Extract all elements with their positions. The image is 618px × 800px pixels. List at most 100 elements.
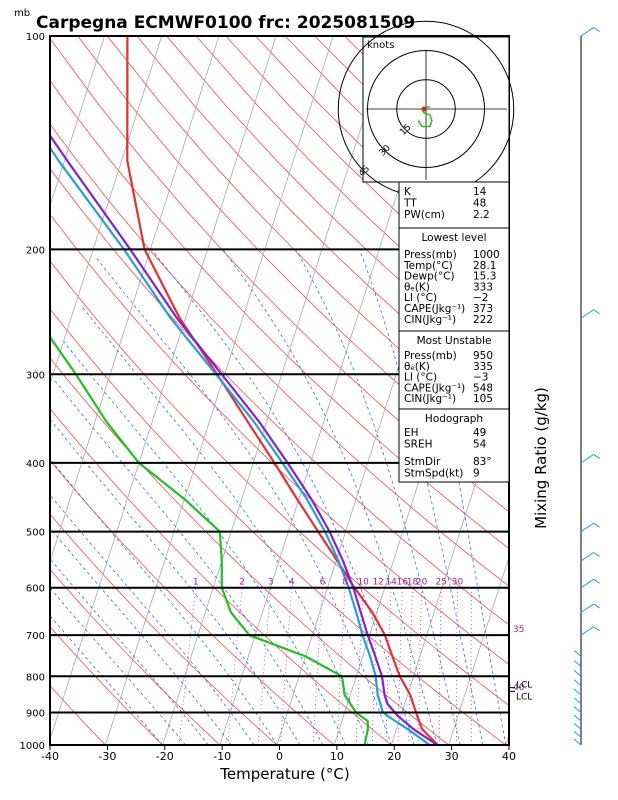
wind-barb-flag xyxy=(593,27,600,33)
index-label: LI (°C) xyxy=(404,372,437,384)
mixing-ratio-label: 25 xyxy=(436,578,447,588)
index-value: 950 xyxy=(473,350,493,362)
isotherm xyxy=(105,36,334,745)
index-label: θₑ(K) xyxy=(404,281,430,293)
index-value: 548 xyxy=(473,382,493,394)
moist-adiabat xyxy=(63,341,346,745)
index-label: StmDir xyxy=(404,456,441,468)
index-label: K xyxy=(404,186,412,198)
x-tick-label: 0 xyxy=(276,750,283,763)
wind-barb xyxy=(573,688,582,696)
x-tick-label: -10 xyxy=(213,750,231,763)
mixing-ratio-label: 18 xyxy=(407,578,419,588)
indices-panel: K 14 TT 48 PW(cm) 2.2 Lowest level Press(mb) 100… xyxy=(398,181,510,483)
x-tick-label: 10 xyxy=(330,750,344,763)
index-section-title: Most Unstable xyxy=(417,335,492,347)
index-label: Press(mb) xyxy=(404,249,457,261)
wind-barb xyxy=(580,522,594,532)
dry-adiabat xyxy=(50,407,392,745)
mixing-ratio-line xyxy=(456,587,458,745)
isotherm xyxy=(50,36,105,207)
mixing-ratio-label: 2 xyxy=(239,578,245,588)
chart-title: Carpegna ECMWF0100 frc: 2025081509 xyxy=(36,13,415,33)
index-label: TT xyxy=(403,198,417,210)
mixing-ratio-label: 35 xyxy=(513,625,524,635)
index-value: 15.3 xyxy=(473,271,496,283)
wind-barb xyxy=(573,722,582,730)
dry-adiabat xyxy=(50,308,507,745)
wind-barb xyxy=(573,660,582,667)
isotherm xyxy=(162,36,391,745)
moist-adiabat xyxy=(50,418,301,745)
index-label: EH xyxy=(404,427,419,439)
mixing-ratio-line xyxy=(336,587,346,745)
mixing-ratio-line xyxy=(280,587,293,745)
y2-axis-label: Mixing Ratio (g/kg) xyxy=(532,387,550,529)
index-value: 2.2 xyxy=(473,209,490,221)
y-tick-label: 700 xyxy=(26,631,45,642)
index-label: Dewp(°C) xyxy=(404,271,455,283)
wind-barb-flag xyxy=(593,309,600,315)
wind-barb xyxy=(580,626,594,636)
wind-barb-flag xyxy=(593,552,600,557)
x-tick-label: -30 xyxy=(98,750,116,763)
wind-barb xyxy=(580,27,594,37)
dry-adiabat xyxy=(50,459,335,745)
index-label: CIN(Jkg⁻¹) xyxy=(404,314,456,326)
dry-adiabat xyxy=(50,625,163,745)
index-section-title: Lowest level xyxy=(421,232,486,244)
dry-adiabat xyxy=(50,685,106,745)
y-tick-label: 800 xyxy=(26,672,45,683)
mixing-ratio-label: 30 xyxy=(452,578,464,588)
wind-barb-flag xyxy=(593,578,600,584)
x-axis-label: Temperature (°C) xyxy=(219,765,349,783)
index-label: CAPE(Jkg⁻¹) xyxy=(404,382,465,394)
storm-motion-marker xyxy=(421,106,427,112)
dry-adiabat xyxy=(50,513,278,745)
isotherm xyxy=(505,733,509,745)
mixing-ratio-label: 8 xyxy=(342,578,348,588)
index-value: 49 xyxy=(473,427,486,439)
x-tick-label: -20 xyxy=(156,750,174,763)
mixing-ratio-label: 6 xyxy=(320,578,326,588)
dewpoint-line xyxy=(50,335,369,745)
index-value: 105 xyxy=(473,393,493,405)
index-label: Press(mb) xyxy=(404,350,457,362)
mixing-ratio-label: 20 xyxy=(416,578,428,588)
wind-barb xyxy=(573,738,582,746)
unit-mb-label: mb xyxy=(14,8,30,19)
mixing-ratio-label: 3 xyxy=(268,578,274,588)
mixing-ratio-label: 10 xyxy=(357,578,369,588)
mixing-ratio-label: 40 xyxy=(513,683,525,693)
temperature-line xyxy=(126,36,439,745)
isotherm xyxy=(50,36,163,385)
y-tick-label: 900 xyxy=(26,709,45,720)
isotherm xyxy=(50,36,277,741)
wind-barb xyxy=(573,706,582,713)
mixing-ratio-line xyxy=(408,587,413,745)
lcl-label: LCL xyxy=(516,681,532,691)
wind-barb-flag xyxy=(593,454,600,459)
mixing-ratio-label: 16 xyxy=(397,578,409,588)
index-label: Temp(°C) xyxy=(403,260,453,272)
isotherm xyxy=(50,36,220,563)
moist-adiabat xyxy=(50,458,278,745)
index-label: θₑ(K) xyxy=(404,361,430,373)
dry-adiabat xyxy=(50,79,509,550)
wind-barb xyxy=(573,679,582,687)
moist-adiabat xyxy=(50,527,232,745)
wind-barb xyxy=(573,650,582,657)
wind-barb xyxy=(580,578,594,589)
moist-adiabat xyxy=(95,256,392,745)
index-value: 48 xyxy=(473,198,486,210)
wind-barb xyxy=(580,309,594,319)
mixing-ratio-label: 12 xyxy=(372,578,383,588)
index-value: 373 xyxy=(473,303,493,315)
wind-barb-flag xyxy=(593,626,600,632)
y-tick-label: 1000 xyxy=(20,741,45,752)
indices-border xyxy=(398,181,510,483)
index-label: LI (°C) xyxy=(404,292,437,304)
index-value: 1000 xyxy=(473,249,500,261)
x-tick-label: 30 xyxy=(445,750,459,763)
